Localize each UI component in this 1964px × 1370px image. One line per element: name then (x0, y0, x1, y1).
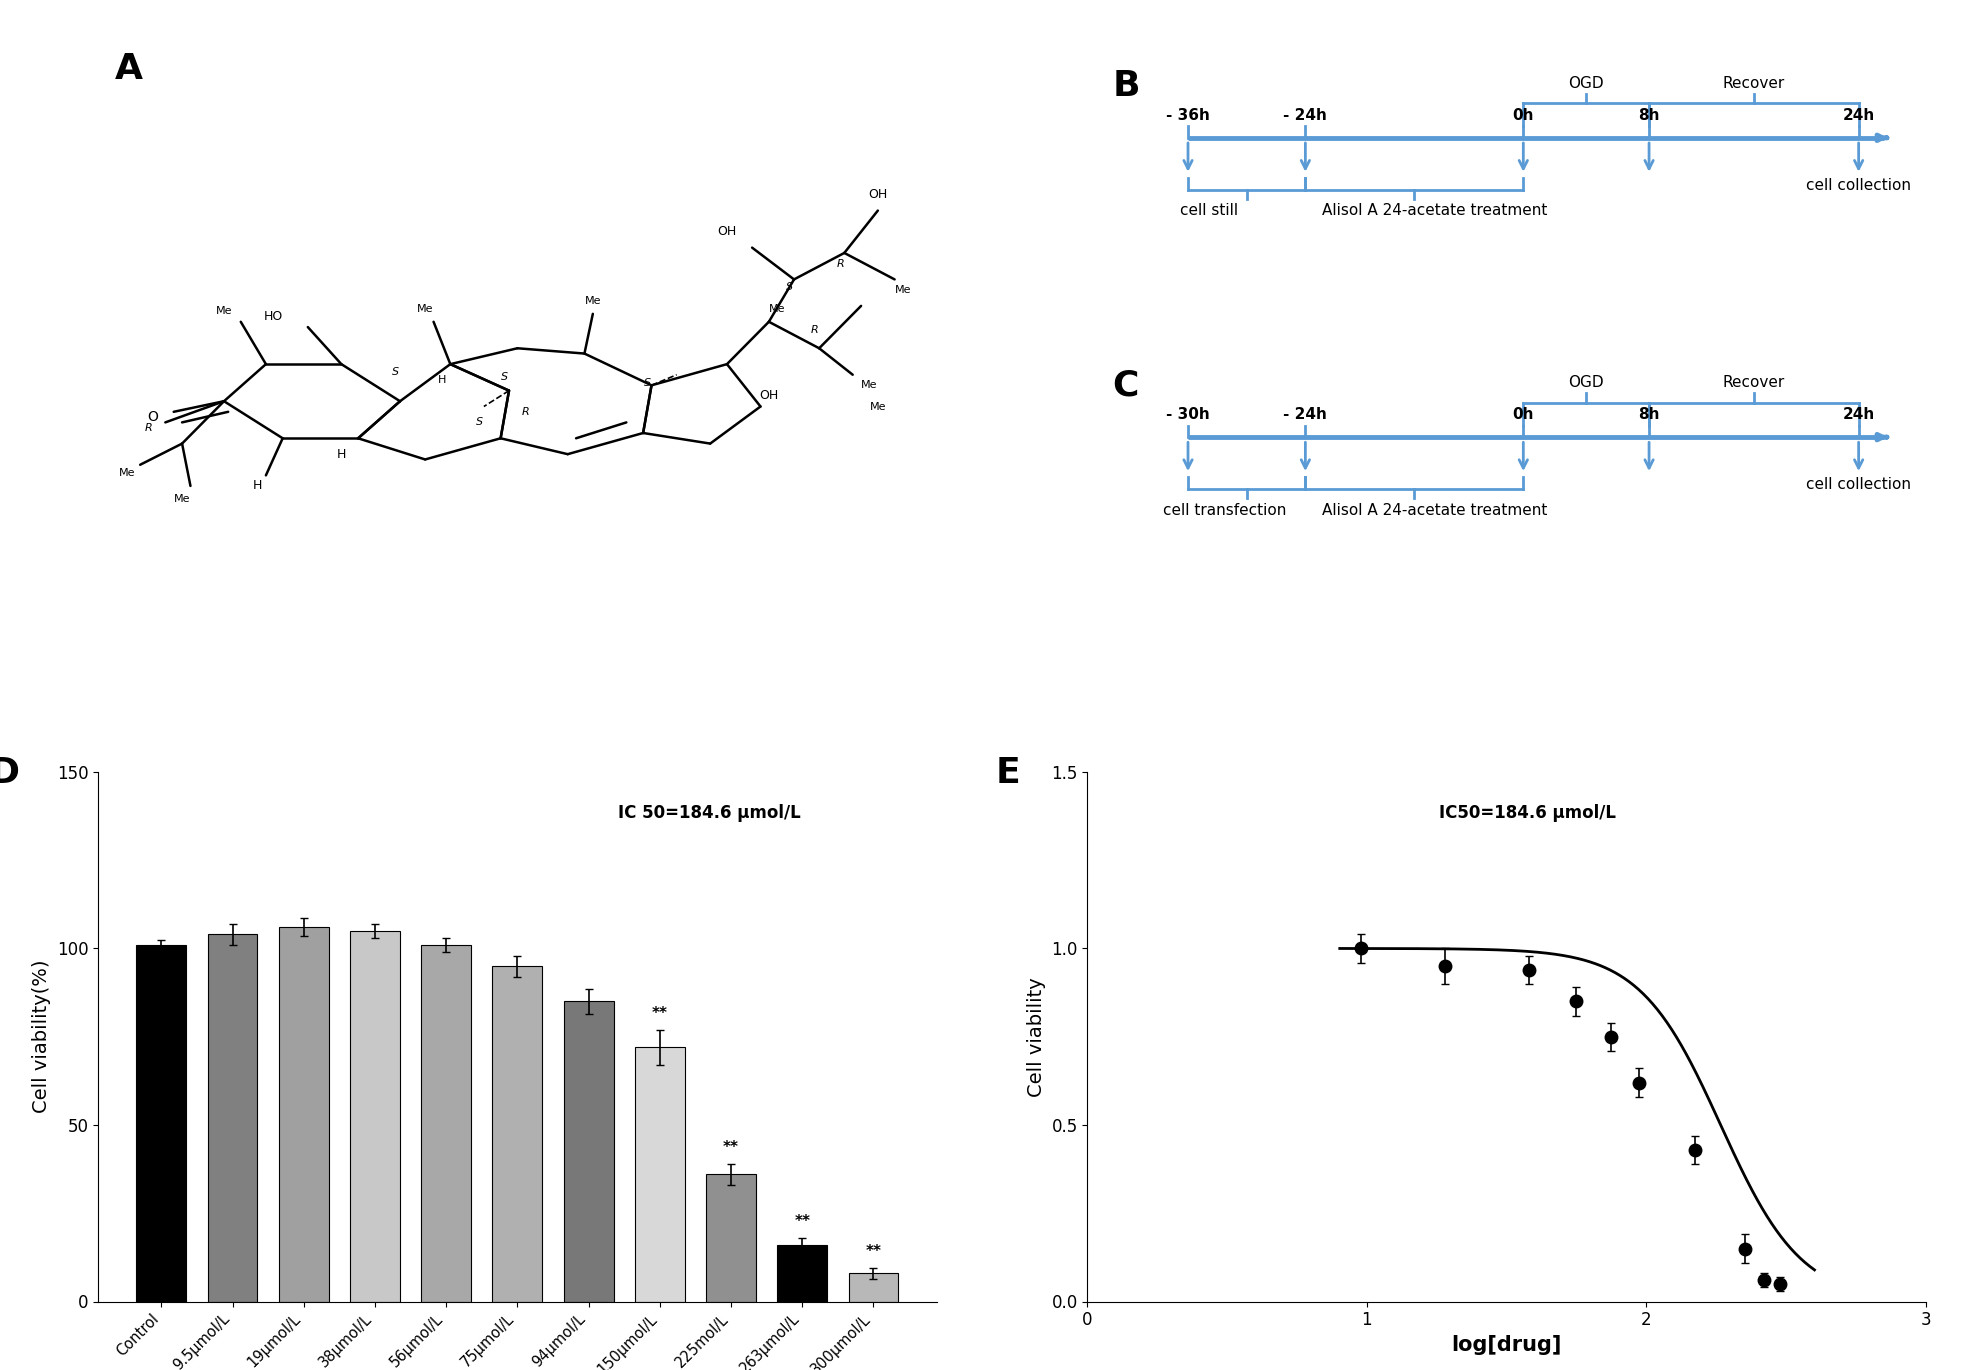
Text: H: H (336, 448, 346, 460)
Text: H: H (438, 375, 446, 385)
Text: **: ** (864, 1244, 882, 1259)
Text: Me: Me (583, 296, 601, 306)
Text: S: S (393, 367, 399, 377)
Text: R: R (145, 423, 153, 433)
Text: OH: OH (758, 389, 778, 403)
Text: R: R (837, 259, 845, 269)
Text: - 30h: - 30h (1165, 407, 1210, 422)
Text: Me: Me (216, 306, 232, 316)
Text: Recover: Recover (1722, 375, 1783, 390)
Text: 24h: 24h (1842, 407, 1874, 422)
X-axis label: log[drug]: log[drug] (1451, 1334, 1561, 1355)
Text: OH: OH (868, 188, 888, 201)
Text: S: S (644, 378, 650, 388)
Y-axis label: Cell viability(%): Cell viability(%) (31, 960, 51, 1114)
Text: - 24h: - 24h (1282, 407, 1326, 422)
Bar (279, 927, 328, 1302)
Bar (420, 945, 471, 1302)
Text: cell still: cell still (1178, 203, 1237, 218)
Text: 24h: 24h (1842, 108, 1874, 123)
Text: cell transfection: cell transfection (1163, 503, 1286, 518)
Text: Alisol A 24-acetate treatment: Alisol A 24-acetate treatment (1322, 203, 1548, 218)
Text: cell collection: cell collection (1805, 178, 1911, 193)
Text: H: H (253, 479, 261, 492)
Text: 0h: 0h (1512, 407, 1534, 422)
Y-axis label: Cell viability: Cell viability (1027, 977, 1045, 1096)
Text: **: ** (652, 1006, 668, 1021)
Text: OH: OH (717, 225, 736, 238)
Text: OGD: OGD (1567, 75, 1603, 90)
Text: R: R (522, 407, 530, 416)
Bar (564, 1001, 613, 1302)
Text: R: R (811, 325, 819, 334)
Text: Me: Me (894, 285, 911, 295)
Text: D: D (0, 756, 20, 790)
Text: 8h: 8h (1638, 108, 1660, 123)
Text: O: O (147, 410, 157, 425)
Text: S: S (501, 373, 509, 382)
Text: C: C (1112, 369, 1139, 401)
Text: 8h: 8h (1638, 407, 1660, 422)
Text: A: A (116, 52, 143, 86)
Text: B: B (1112, 68, 1139, 103)
Text: 0h: 0h (1512, 108, 1534, 123)
Text: OGD: OGD (1567, 375, 1603, 390)
Text: HO: HO (263, 310, 283, 323)
Text: Recover: Recover (1722, 75, 1783, 90)
Text: cell collection: cell collection (1805, 477, 1911, 492)
Bar (208, 934, 257, 1302)
Text: Me: Me (173, 495, 191, 504)
Text: E: E (994, 756, 1019, 790)
Text: - 24h: - 24h (1282, 108, 1326, 123)
Text: Me: Me (768, 304, 786, 314)
Bar (634, 1047, 683, 1302)
Text: Alisol A 24-acetate treatment: Alisol A 24-acetate treatment (1322, 503, 1548, 518)
Text: S: S (475, 418, 483, 427)
Bar (350, 930, 399, 1302)
Text: - 36h: - 36h (1165, 108, 1210, 123)
Text: Me: Me (416, 304, 434, 314)
Text: IC50=184.6 μmol/L: IC50=184.6 μmol/L (1440, 804, 1616, 822)
Bar (778, 1245, 827, 1302)
Bar (848, 1273, 898, 1302)
Text: Me: Me (120, 467, 136, 478)
Text: S: S (786, 282, 793, 292)
Text: **: ** (723, 1140, 738, 1155)
Text: IC 50=184.6 μmol/L: IC 50=184.6 μmol/L (617, 804, 799, 822)
Text: Me: Me (860, 381, 878, 390)
Bar (493, 966, 542, 1302)
Text: **: ** (793, 1214, 809, 1229)
Text: Me: Me (870, 401, 886, 411)
Bar (705, 1174, 756, 1302)
Bar (136, 945, 187, 1302)
